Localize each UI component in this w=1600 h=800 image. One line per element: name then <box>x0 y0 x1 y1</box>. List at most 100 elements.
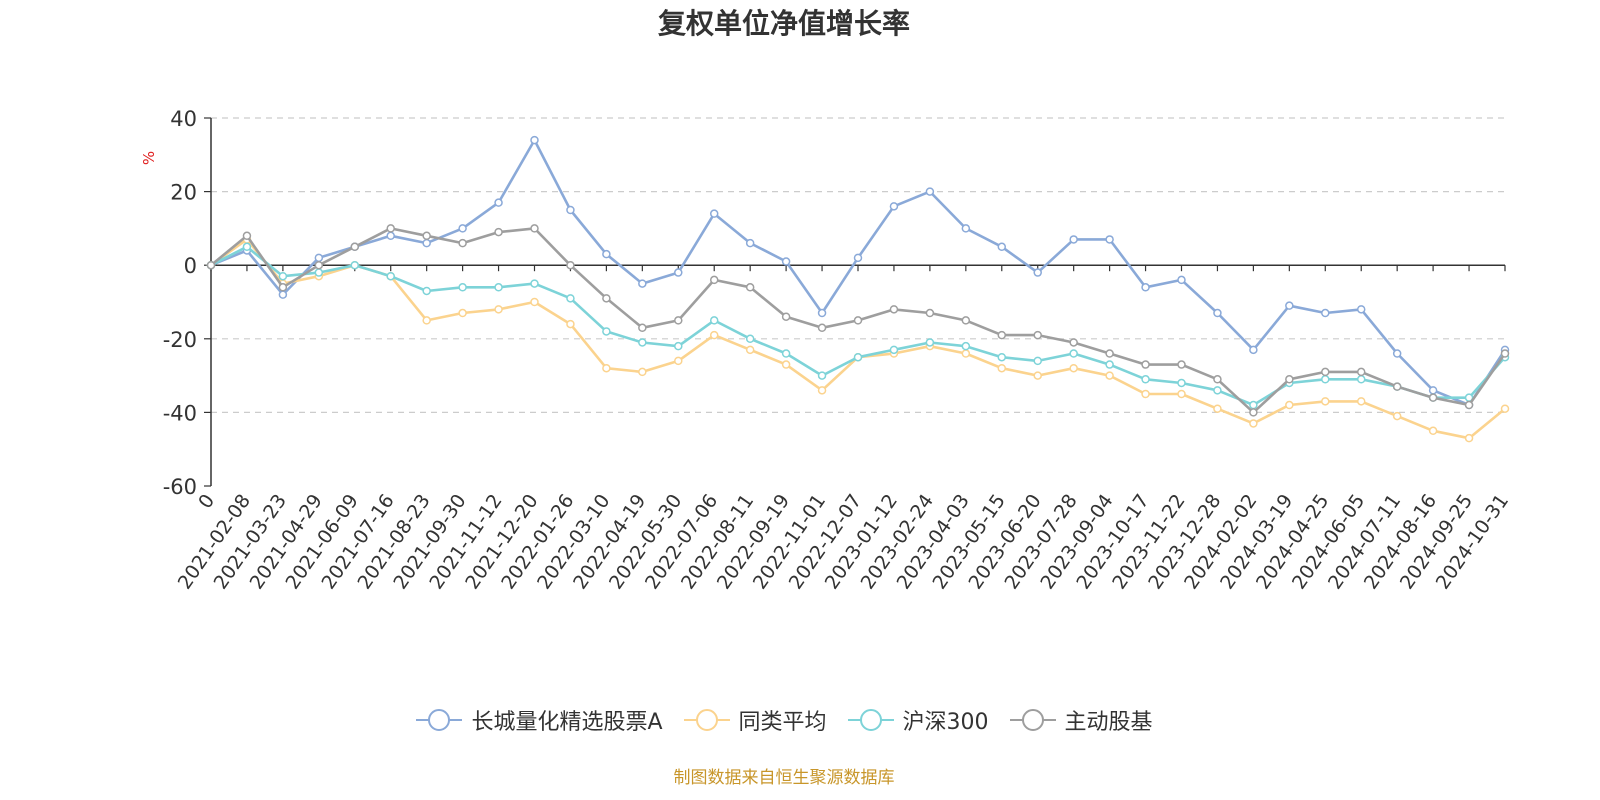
data-point[interactable] <box>1033 268 1042 277</box>
data-point[interactable] <box>1105 360 1114 369</box>
legend-item[interactable]: 长城量化精选股票A <box>415 704 663 736</box>
data-point[interactable] <box>1033 330 1042 340</box>
data-point[interactable] <box>889 202 899 211</box>
data-point[interactable] <box>1428 393 1438 402</box>
data-point[interactable] <box>242 231 252 241</box>
data-point[interactable] <box>853 352 863 362</box>
legend-item[interactable]: 同类平均 <box>683 704 827 736</box>
data-point[interactable] <box>458 238 467 248</box>
data-point[interactable] <box>925 308 935 318</box>
data-point[interactable] <box>350 260 360 270</box>
data-point[interactable] <box>1033 371 1042 380</box>
data-point[interactable] <box>278 271 288 281</box>
data-point[interactable] <box>1428 386 1438 395</box>
data-point[interactable] <box>278 283 288 292</box>
data-point[interactable] <box>781 257 791 266</box>
data-point[interactable] <box>1249 400 1258 410</box>
data-point[interactable] <box>1285 301 1294 310</box>
data-point[interactable] <box>1249 345 1258 355</box>
data-point[interactable] <box>566 294 575 303</box>
data-point[interactable] <box>925 338 935 347</box>
data-point[interactable] <box>1500 349 1510 358</box>
data-point[interactable] <box>458 283 467 292</box>
data-point[interactable] <box>709 330 719 340</box>
data-point[interactable] <box>1105 349 1114 358</box>
data-point[interactable] <box>1500 404 1510 413</box>
data-point[interactable] <box>1321 375 1330 384</box>
data-point[interactable] <box>709 209 719 218</box>
data-point[interactable] <box>458 224 467 233</box>
data-point[interactable] <box>1105 235 1114 244</box>
data-point[interactable] <box>422 231 431 241</box>
data-point[interactable] <box>638 367 647 377</box>
data-point[interactable] <box>674 268 683 277</box>
data-point[interactable] <box>853 316 863 325</box>
data-point[interactable] <box>709 275 719 285</box>
data-point[interactable] <box>889 345 899 355</box>
data-point[interactable] <box>1321 397 1330 406</box>
data-point[interactable] <box>1213 386 1222 395</box>
data-point[interactable] <box>745 334 755 344</box>
data-point[interactable] <box>997 352 1007 362</box>
data-point[interactable] <box>530 135 539 145</box>
legend-item[interactable]: 主动股基 <box>1009 704 1153 736</box>
data-point[interactable] <box>1392 382 1402 391</box>
data-point[interactable] <box>530 279 539 288</box>
data-point[interactable] <box>853 253 863 263</box>
data-point[interactable] <box>566 260 575 270</box>
data-point[interactable] <box>961 224 971 233</box>
data-point[interactable] <box>781 349 791 358</box>
data-point[interactable] <box>566 319 575 329</box>
data-point[interactable] <box>1249 408 1258 417</box>
data-point[interactable] <box>422 238 431 248</box>
data-point[interactable] <box>674 356 683 366</box>
data-point[interactable] <box>1356 305 1366 314</box>
data-point[interactable] <box>530 224 539 233</box>
data-point[interactable] <box>889 305 899 314</box>
data-point[interactable] <box>1213 308 1222 318</box>
data-point[interactable] <box>1033 356 1042 366</box>
data-point[interactable] <box>1321 308 1330 318</box>
data-point[interactable] <box>494 198 503 207</box>
data-point[interactable] <box>494 305 503 314</box>
data-point[interactable] <box>1141 360 1150 369</box>
data-point[interactable] <box>206 260 216 270</box>
data-point[interactable] <box>1464 400 1474 410</box>
data-point[interactable] <box>745 283 755 292</box>
data-point[interactable] <box>1392 349 1402 358</box>
data-point[interactable] <box>1464 433 1474 443</box>
data-point[interactable] <box>817 371 827 380</box>
data-point[interactable] <box>997 363 1007 373</box>
data-point[interactable] <box>602 363 611 373</box>
data-point[interactable] <box>1069 235 1078 244</box>
data-point[interactable] <box>1177 389 1186 399</box>
data-point[interactable] <box>638 338 647 347</box>
data-point[interactable] <box>530 297 539 307</box>
data-point[interactable] <box>386 231 395 241</box>
data-point[interactable] <box>314 268 324 277</box>
data-point[interactable] <box>1177 275 1186 285</box>
data-point[interactable] <box>1177 378 1186 388</box>
data-point[interactable] <box>817 323 827 333</box>
data-point[interactable] <box>1428 426 1438 436</box>
data-point[interactable] <box>422 286 431 296</box>
data-point[interactable] <box>781 312 791 321</box>
data-point[interactable] <box>1141 283 1150 292</box>
data-point[interactable] <box>1141 375 1150 384</box>
data-point[interactable] <box>566 205 575 215</box>
data-point[interactable] <box>817 386 827 395</box>
data-point[interactable] <box>458 308 467 318</box>
data-point[interactable] <box>602 249 611 259</box>
data-point[interactable] <box>1213 404 1222 413</box>
data-point[interactable] <box>242 242 252 252</box>
data-point[interactable] <box>961 349 971 358</box>
data-point[interactable] <box>638 323 647 333</box>
data-point[interactable] <box>494 227 503 237</box>
data-point[interactable] <box>494 283 503 292</box>
data-point[interactable] <box>1356 367 1366 377</box>
data-point[interactable] <box>1285 375 1294 384</box>
data-point[interactable] <box>925 187 935 196</box>
data-point[interactable] <box>674 341 683 351</box>
data-point[interactable] <box>1105 371 1114 380</box>
data-point[interactable] <box>422 316 431 325</box>
